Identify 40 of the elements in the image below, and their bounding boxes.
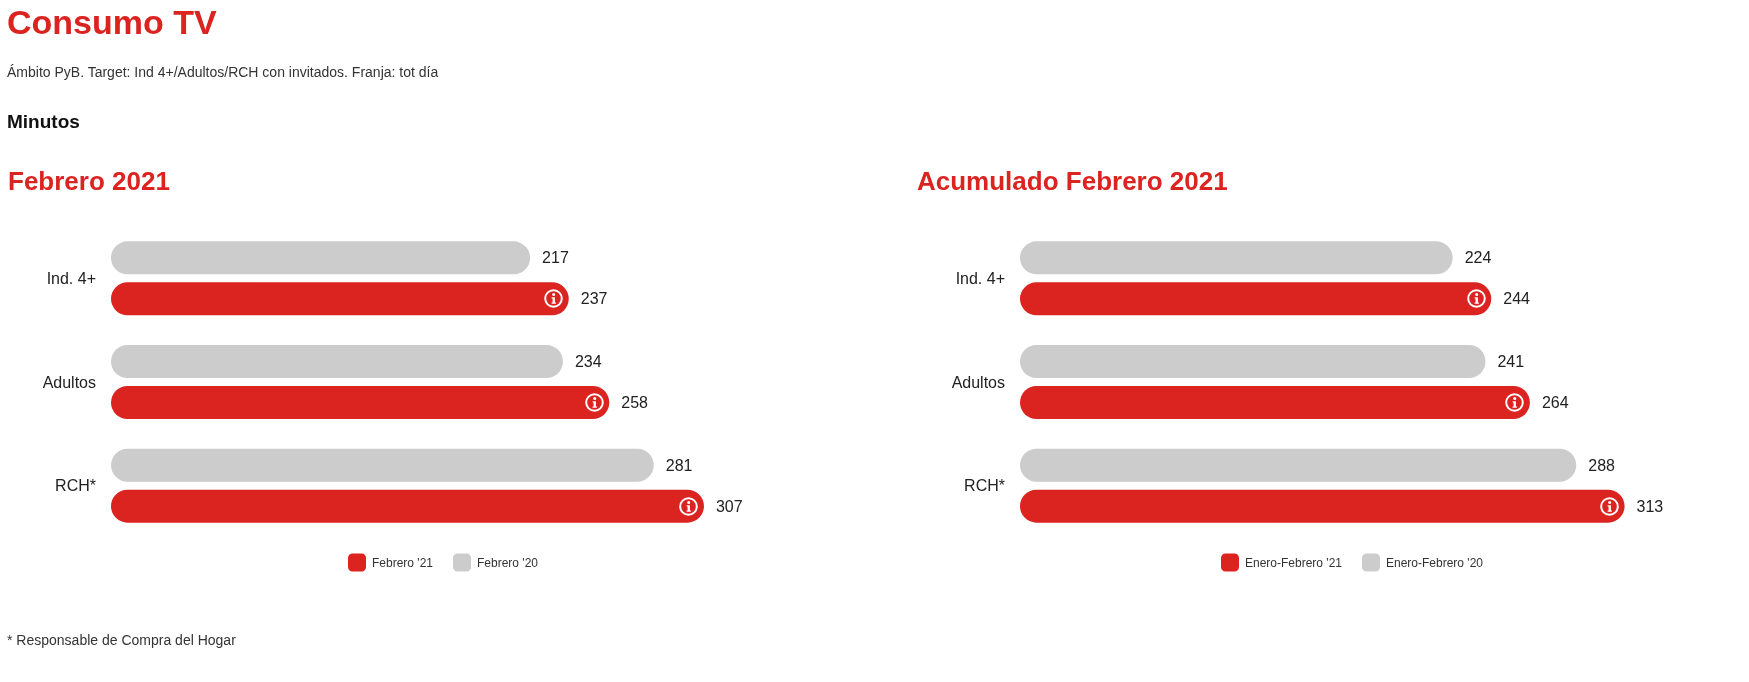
bar [111,241,531,275]
bar [1020,282,1492,316]
chart-title: Febrero 2021 [8,166,170,196]
data-label: 237 [580,290,608,308]
bar [1020,448,1577,482]
data-label: 224 [1464,249,1492,267]
legend-label: Febrero '21 [372,555,434,570]
data-label: 281 [665,456,693,474]
bar [111,489,704,523]
bar [111,385,610,419]
y-tick-label: Ind. 4+ [955,269,1005,287]
data-label: 244 [1503,290,1531,308]
data-label: 307 [715,497,743,515]
y-tick-label: Adultos [951,373,1005,391]
legend-label: Enero-Febrero '20 [1386,555,1484,570]
data-label: 241 [1497,353,1525,371]
text: Minutos [7,111,80,132]
bar [111,448,654,482]
y-tick-label: RCH* [55,477,96,495]
legend-label: Enero-Febrero '21 [1244,555,1343,570]
y-tick-label: Ind. 4+ [46,269,96,287]
data-label: 234 [574,353,602,371]
text: Consumo TV [7,3,217,41]
legend-label: Febrero '20 [477,555,539,570]
bar [111,282,569,316]
bar [1020,345,1486,379]
data-label: 288 [1588,456,1616,474]
bar [1020,385,1530,419]
bar [1020,489,1625,523]
y-tick-label: Adultos [42,373,96,391]
data-label: 258 [621,393,649,411]
bar [1020,241,1453,275]
data-label: 264 [1541,393,1569,411]
y-tick-label: RCH* [964,477,1005,495]
data-label: 217 [542,249,569,267]
chart-title: Acumulado Febrero 2021 [917,166,1228,196]
data-label: 313 [1636,497,1664,515]
bar [111,345,563,379]
text: * Responsable de Compra del Hogar [7,632,236,648]
text: Ámbito PyB. Target: Ind 4+/Adultos/RCH con invitados. Franja: tot día [7,64,439,80]
